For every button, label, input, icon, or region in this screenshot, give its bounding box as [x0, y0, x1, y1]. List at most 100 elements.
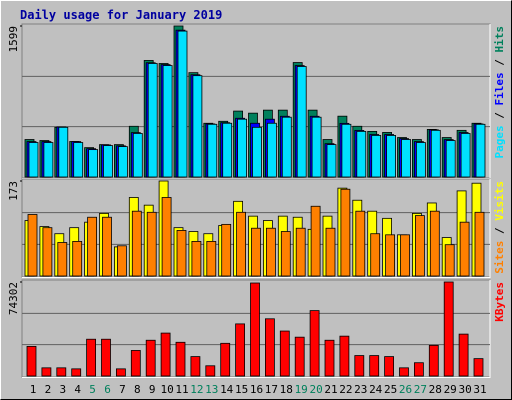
x-tick-label: 8	[134, 383, 141, 396]
chart-title: Daily usage for January 2019	[20, 8, 222, 22]
bar	[399, 367, 409, 377]
bar	[132, 133, 143, 178]
bar	[279, 330, 290, 377]
bar	[371, 135, 382, 178]
x-tick-label: 23	[354, 383, 367, 396]
bar	[86, 338, 96, 377]
bar	[235, 323, 246, 377]
bar	[222, 122, 233, 178]
bar	[191, 241, 202, 277]
x-tick-label: 1	[30, 383, 37, 396]
bar	[71, 368, 82, 377]
plot-bevel	[22, 179, 491, 278]
x-tick-label: 20	[309, 383, 322, 396]
x-tick-label: 27	[414, 383, 427, 396]
bar	[237, 118, 248, 178]
x-tick-label: 5	[89, 383, 96, 396]
bar	[72, 241, 83, 277]
bar	[401, 139, 411, 178]
x-tick-label: 9	[149, 383, 156, 396]
x-tick-label: 10	[160, 383, 173, 396]
x-tick-label: 11	[175, 383, 188, 396]
bar	[88, 149, 98, 178]
bar	[458, 333, 469, 377]
bar	[236, 211, 247, 277]
bar	[162, 65, 173, 178]
legend-entry: KBytes	[493, 282, 506, 322]
bar	[116, 368, 126, 377]
bar	[42, 227, 53, 277]
bar	[207, 123, 218, 178]
legend-entry: Sites	[493, 241, 506, 274]
x-tick-label: 30	[458, 383, 471, 396]
bar	[400, 234, 410, 277]
bar	[103, 145, 113, 178]
x-tick-label: 19	[295, 383, 308, 396]
y-tick-label: 1599	[7, 26, 20, 53]
bar	[147, 63, 158, 178]
x-tick-label: 18	[280, 383, 293, 396]
bar	[384, 356, 395, 377]
x-tick-label: 25	[384, 383, 397, 396]
bar	[102, 216, 112, 277]
bar	[250, 282, 260, 377]
bar	[386, 135, 397, 178]
legend-entry: Visits	[493, 181, 506, 221]
legend-entry: Hits	[493, 26, 506, 53]
bar	[27, 214, 38, 277]
bar	[444, 244, 455, 277]
legend-entry: Pages	[493, 125, 506, 158]
bar	[355, 210, 366, 277]
bar	[474, 211, 485, 277]
legend: KBytes	[493, 282, 506, 322]
bar	[117, 245, 127, 277]
bar	[326, 144, 337, 178]
bar	[58, 126, 69, 178]
bar	[295, 227, 306, 277]
bar	[339, 335, 350, 377]
bar	[160, 332, 171, 377]
bar	[324, 339, 335, 377]
bar	[430, 129, 441, 178]
legend-entry: Files	[493, 72, 506, 105]
bar	[459, 221, 470, 277]
bar	[190, 356, 201, 377]
bar	[443, 281, 454, 377]
bar	[28, 142, 39, 178]
bar	[101, 338, 111, 377]
bar	[266, 122, 277, 178]
legend: Pages / Files / Hits	[493, 26, 506, 159]
x-tick-label: 13	[205, 383, 218, 396]
bar	[205, 365, 216, 377]
x-tick-label: 31	[473, 383, 486, 396]
legend: Sites / Visits	[493, 181, 506, 274]
bar	[414, 215, 425, 277]
bar	[385, 234, 396, 277]
bar	[370, 233, 381, 277]
bar	[428, 344, 439, 377]
x-tick-label: 14	[220, 383, 234, 396]
x-tick-label: 2	[45, 383, 52, 396]
bar	[145, 339, 156, 377]
bar	[131, 210, 142, 277]
bar	[206, 241, 217, 277]
bar	[309, 310, 320, 377]
x-tick-label: 21	[324, 383, 337, 396]
legend-separator: /	[493, 106, 506, 126]
y-tick-label: 74302	[7, 282, 20, 315]
bar	[294, 336, 305, 377]
bar	[252, 126, 262, 178]
bar	[43, 142, 54, 178]
legend-separator: /	[493, 221, 506, 241]
x-tick-label: 22	[339, 383, 352, 396]
bar	[118, 146, 128, 178]
x-tick-label: 4	[74, 383, 81, 396]
bar	[310, 205, 321, 277]
bar	[73, 142, 84, 178]
bar	[356, 130, 367, 178]
plot-bevel	[22, 280, 491, 378]
bar	[475, 123, 486, 178]
bar	[445, 140, 456, 178]
bar	[325, 227, 336, 277]
